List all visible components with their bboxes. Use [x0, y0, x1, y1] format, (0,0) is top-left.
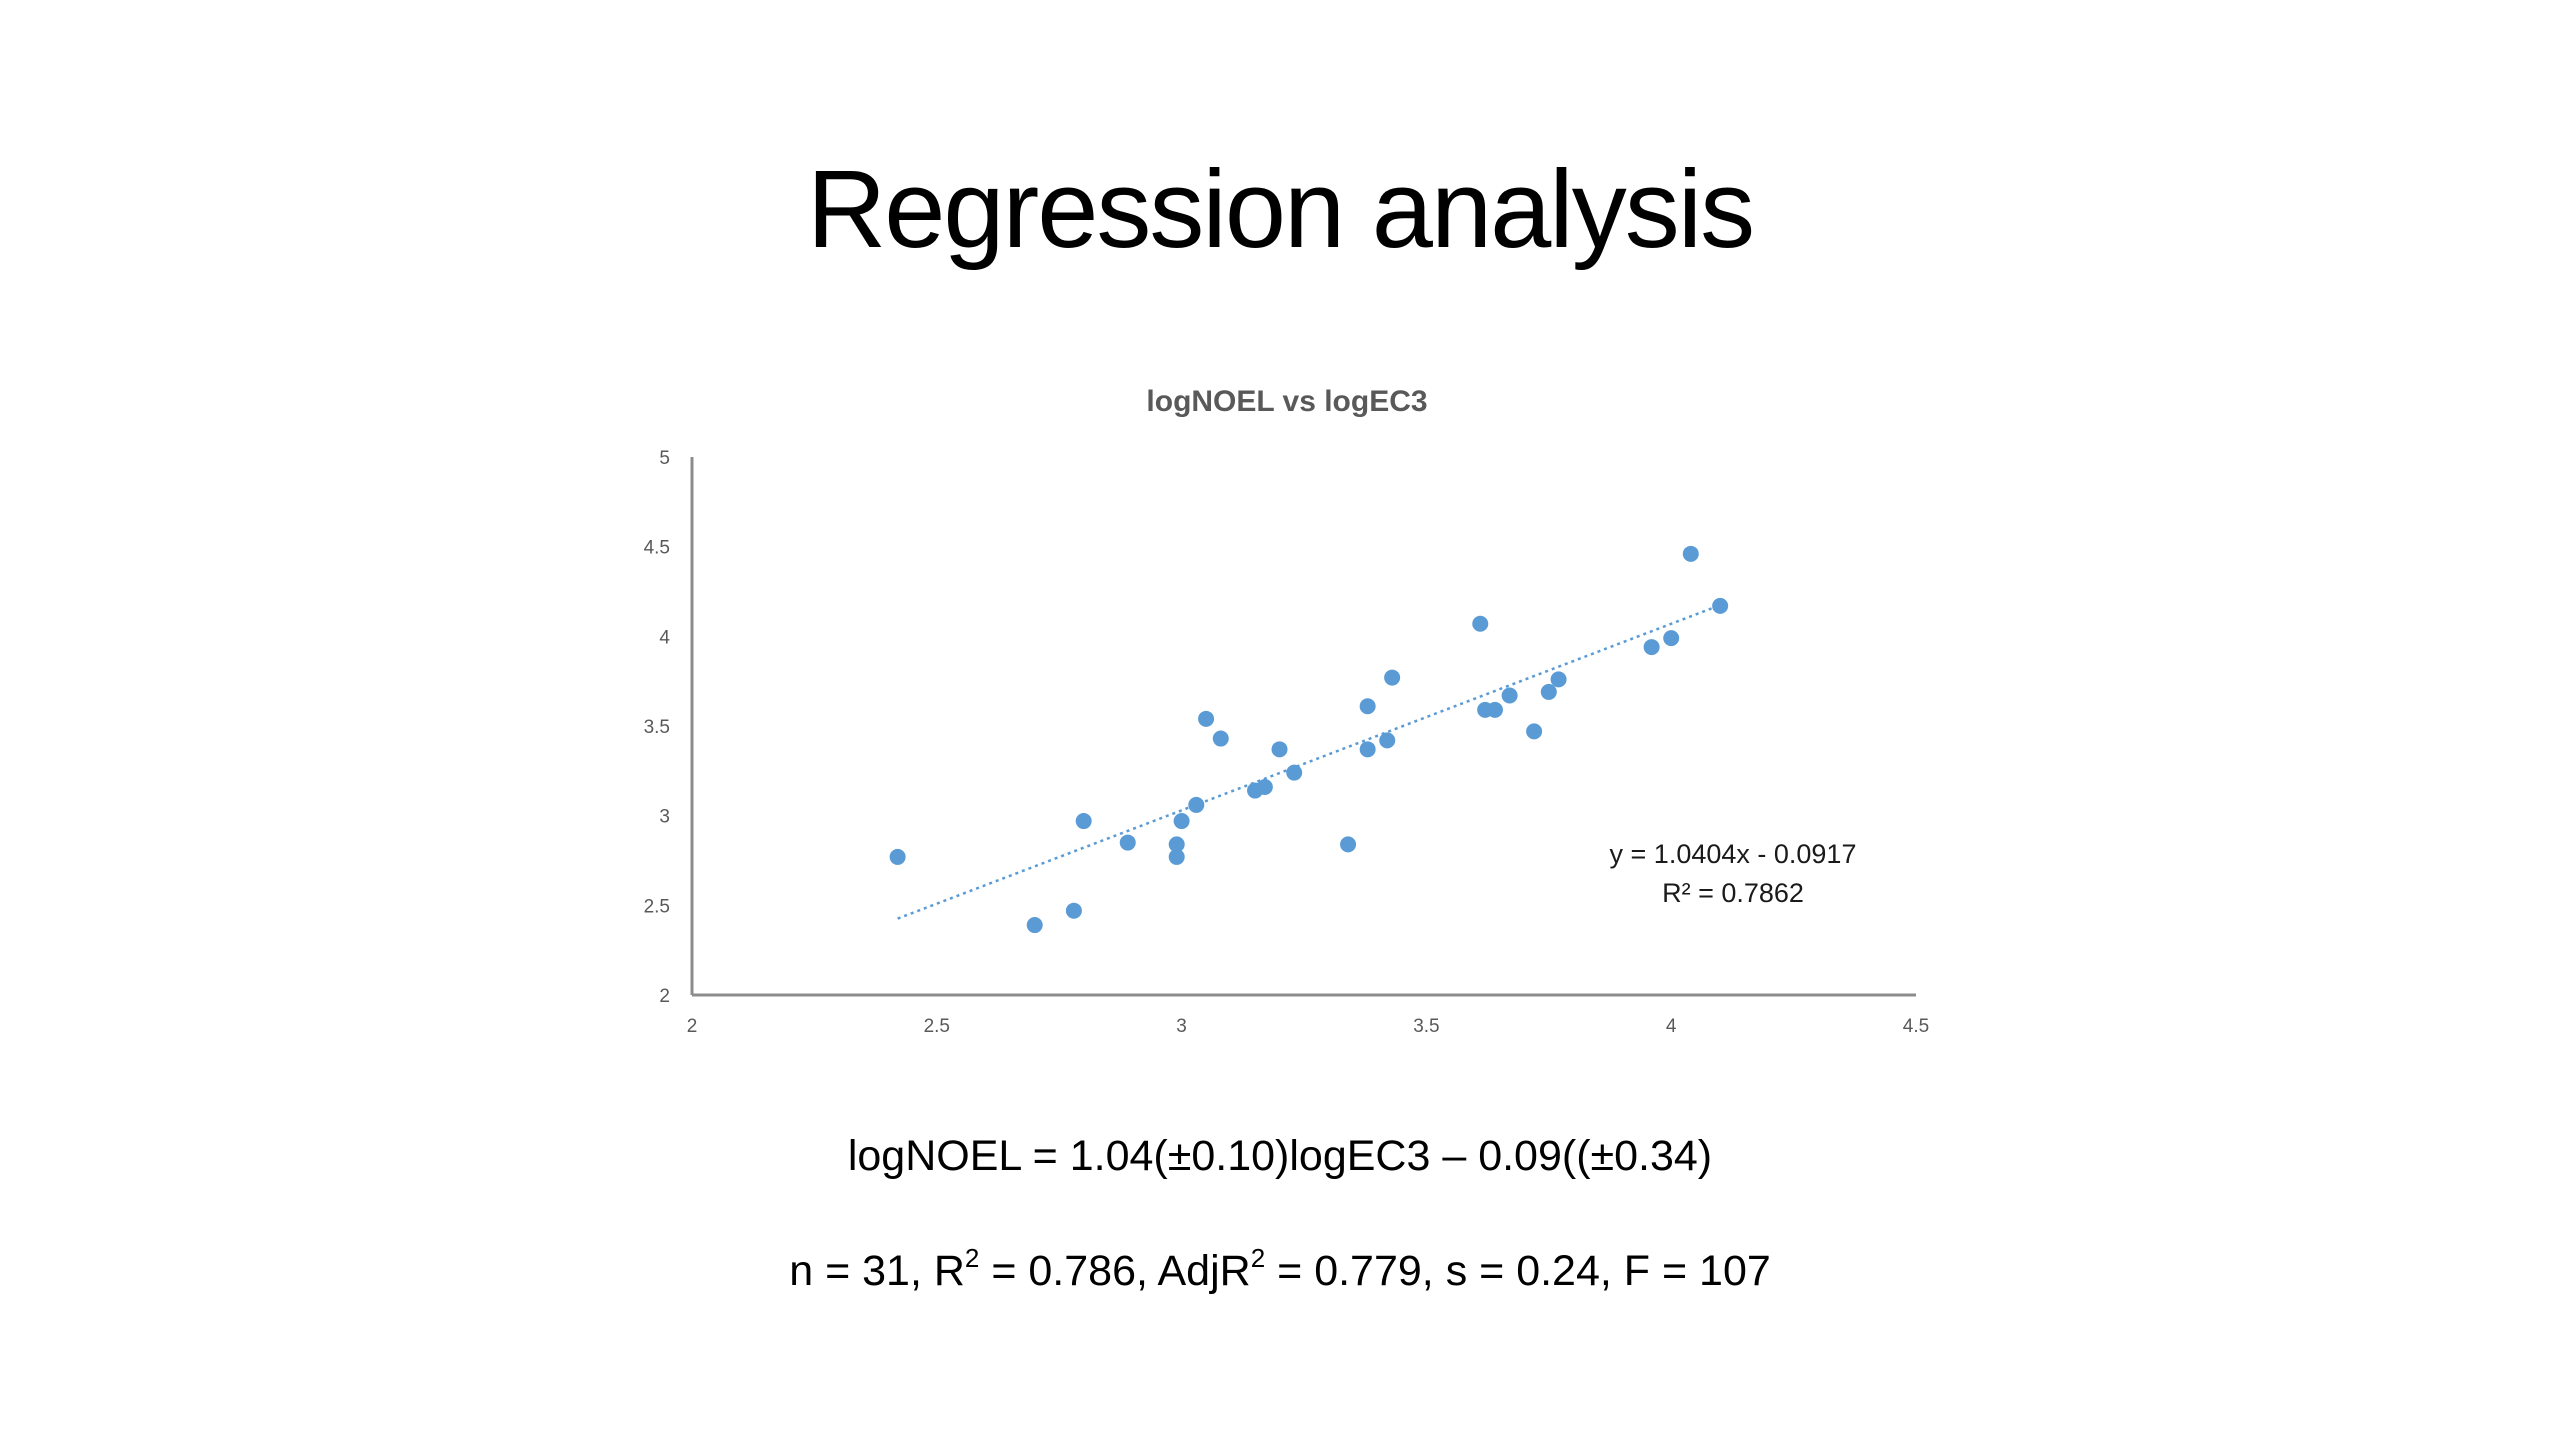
data-point: [1501, 687, 1518, 704]
y-tick-label: 3: [659, 807, 670, 828]
adjr2-superscript: 2: [1250, 1243, 1266, 1273]
chart-title: logNOEL vs logEC3: [1146, 385, 1427, 418]
data-point: [1359, 741, 1376, 758]
data-point: [1379, 732, 1396, 749]
y-tick-label: 4.5: [644, 538, 670, 559]
data-point: [1026, 917, 1043, 934]
x-tick-label: 3.5: [1413, 1016, 1439, 1037]
stats-r2-part: = 0.786, AdjR: [979, 1247, 1251, 1295]
data-point: [889, 848, 906, 865]
y-tick-label: 4: [659, 627, 670, 648]
stats-rest-part: = 0.779, s = 0.24, F = 107: [1265, 1247, 1771, 1295]
data-point: [1540, 683, 1557, 700]
y-tick-label: 2: [659, 986, 670, 1007]
chart-tick-labels: 2 2.5 3 3.5 4 4.5 2 2.5 3 3.5 4 4.5 5: [644, 448, 1930, 1037]
data-point: [1188, 796, 1205, 813]
data-point: [1486, 701, 1503, 718]
trendline: [897, 603, 1721, 920]
data-point: [1359, 698, 1376, 715]
data-point: [1065, 902, 1082, 919]
data-point: [1712, 597, 1729, 614]
chart-axes: [690, 457, 1916, 997]
data-point: [1256, 778, 1273, 795]
regression-equation: logNOEL = 1.04(±0.10)logEC3 – 0.09((±0.3…: [847, 1132, 1713, 1180]
x-tick-label: 2.5: [924, 1016, 950, 1037]
data-point: [1526, 723, 1543, 740]
slide-title: Regression analysis: [806, 148, 1755, 271]
data-point: [1663, 630, 1680, 647]
y-tick-label: 2.5: [644, 896, 670, 917]
data-point: [1384, 669, 1401, 686]
trendline-r2-label: R² = 0.7862: [1662, 878, 1804, 908]
x-tick-label: 4.5: [1903, 1016, 1929, 1037]
r2-superscript: 2: [964, 1243, 980, 1273]
y-tick-label: 5: [659, 448, 670, 469]
data-point: [1340, 836, 1357, 853]
data-point: [1075, 813, 1092, 830]
data-points: [889, 545, 1729, 934]
data-point: [1643, 639, 1660, 656]
data-point: [1472, 615, 1489, 632]
data-point: [1168, 836, 1185, 853]
regression-statistics: n = 31, R2 = 0.786, AdjR2 = 0.779, s = 0…: [0, 1243, 2560, 1299]
data-point: [1119, 834, 1136, 851]
data-point: [1168, 848, 1185, 865]
data-point: [1550, 671, 1567, 688]
data-point: [1173, 813, 1190, 830]
x-tick-label: 3: [1176, 1016, 1187, 1037]
x-tick-label: 2: [687, 1016, 698, 1037]
x-tick-label: 4: [1666, 1016, 1677, 1037]
stats-n-part: n = 31, R: [789, 1247, 965, 1295]
data-point: [1212, 730, 1229, 747]
y-tick-label: 3.5: [644, 717, 670, 738]
data-point: [1198, 710, 1215, 727]
data-point: [1286, 764, 1303, 781]
data-point: [1271, 741, 1288, 758]
trendline-equation-label: y = 1.0404x - 0.0917: [1610, 839, 1857, 869]
data-point: [1682, 545, 1699, 562]
trendline-group: [897, 603, 1721, 920]
